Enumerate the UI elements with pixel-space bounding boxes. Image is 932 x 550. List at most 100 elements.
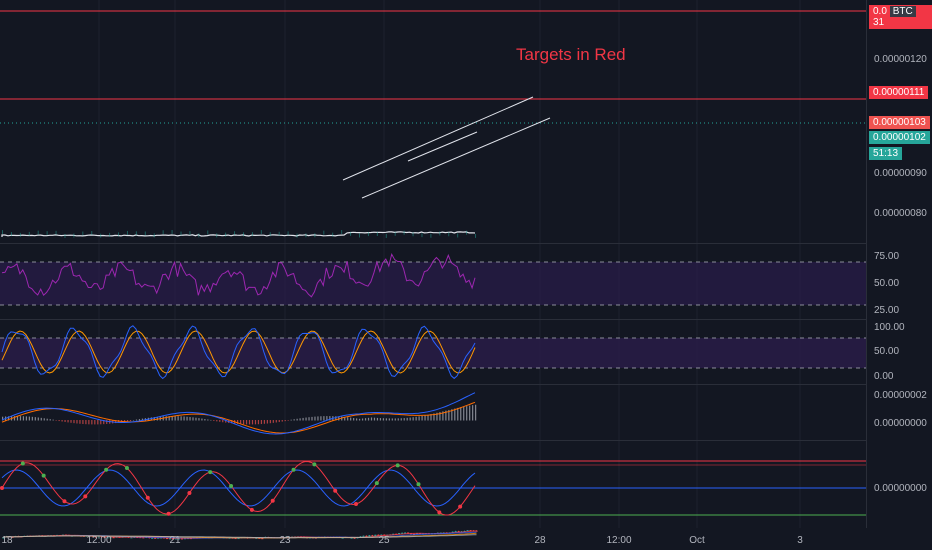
macd-histogram-bar	[370, 417, 373, 421]
macd-histogram-bar	[13, 416, 16, 421]
candle-body	[174, 538, 178, 540]
volume-bar	[73, 233, 75, 238]
macd-histogram-bar	[320, 416, 322, 421]
volume-bar	[180, 231, 182, 236]
volume-bar	[225, 232, 227, 237]
macd-histogram-bar	[129, 420, 132, 421]
macd-histogram-bar	[153, 417, 155, 421]
volume-bar	[64, 233, 66, 238]
price-scale-border	[866, 0, 867, 528]
macd-histogram-bar	[424, 415, 426, 421]
candle-body	[261, 538, 264, 540]
osc-dot	[374, 481, 379, 486]
volume-bar	[341, 230, 343, 235]
osc-dot	[166, 511, 171, 516]
candle-body	[353, 537, 356, 539]
volume-bar	[144, 231, 146, 236]
macd-histogram-bar	[281, 420, 283, 422]
macd-histogram-bar	[335, 416, 337, 421]
macd-histogram-bar	[210, 419, 212, 421]
macd-histogram-bar	[40, 417, 42, 421]
volume-bar	[135, 231, 137, 236]
x-tick: 3	[797, 535, 803, 546]
macd-histogram-bar	[168, 416, 170, 421]
osc-dot	[208, 470, 213, 475]
macd-histogram-bar	[394, 418, 396, 421]
macd-histogram-bar	[46, 418, 48, 421]
channel-lower-line	[361, 117, 551, 199]
macd-histogram-bar	[22, 416, 25, 421]
macd-histogram-bar	[454, 408, 456, 421]
volume-bar	[162, 230, 164, 235]
symbol-badge: BTC	[889, 6, 916, 17]
macd-histogram-bar	[186, 416, 188, 421]
x-tick: 25	[378, 535, 390, 546]
osc-dot	[312, 462, 317, 467]
candle-body	[112, 537, 115, 539]
osc-dot	[333, 488, 338, 493]
macd-histogram-bar	[367, 417, 370, 421]
panel-separator	[0, 243, 866, 244]
osc-dot	[437, 510, 442, 515]
rsi-axis-label: 75.00	[874, 251, 900, 262]
macd-histogram-bar	[415, 416, 417, 421]
macd-histogram-bar	[275, 420, 277, 423]
macd-histogram-bar	[195, 417, 197, 421]
stoch-axis-label: 0.00	[874, 371, 894, 382]
macd-histogram-bar	[463, 406, 465, 421]
volume-bar	[242, 232, 244, 237]
candle-body	[166, 538, 169, 540]
macd-histogram-bar	[135, 419, 138, 421]
macd-histogram-bar	[388, 418, 390, 421]
osc-dot	[0, 486, 4, 490]
target-top-tag: 0.0 BTC 31	[869, 5, 932, 29]
volume-bar	[359, 233, 360, 238]
candle-body	[171, 538, 175, 540]
volume-bar	[189, 231, 191, 236]
macd-histogram-bar	[406, 417, 408, 421]
macd-histogram-bar	[254, 420, 257, 425]
volume-bar	[234, 231, 236, 236]
price-axis-label: 0.00000090	[874, 168, 927, 179]
candle-body	[180, 538, 184, 540]
macd-histogram-bar	[272, 420, 274, 423]
candle-body	[377, 534, 380, 536]
macd-histogram-bar	[225, 420, 227, 423]
macd-histogram-bar	[52, 419, 54, 421]
macd-histogram-bar	[299, 418, 301, 421]
osc-dot	[249, 507, 254, 512]
candle-body	[398, 533, 401, 535]
macd-histogram-bar	[308, 417, 310, 421]
volume-bar	[412, 232, 414, 237]
macd-histogram-bar	[475, 404, 477, 421]
macd-histogram-bar	[359, 418, 361, 421]
macd-histogram-bar	[385, 418, 387, 421]
rsi-band	[0, 262, 866, 305]
volume-bar	[55, 230, 57, 235]
macd-histogram-bar	[213, 420, 215, 421]
candle-body	[255, 537, 258, 539]
stoch-axis-label: 100.00	[874, 322, 905, 333]
symbol-badge-suffix: 31	[873, 17, 885, 28]
macd-histogram-bar	[421, 415, 423, 421]
volume-bar	[475, 233, 477, 238]
macd-histogram-bar	[251, 420, 254, 425]
x-tick: 12:00	[86, 535, 112, 546]
volume-bar	[278, 231, 280, 236]
candle-body	[237, 538, 240, 540]
macd-histogram-bar	[260, 420, 263, 425]
osc-dot	[229, 484, 234, 489]
osc-dot	[187, 490, 192, 495]
macd-histogram-bar	[16, 416, 19, 421]
volume-bar	[403, 230, 405, 235]
macd-histogram-bar	[433, 413, 435, 421]
osc-dot	[104, 467, 109, 472]
macd-histogram-bar	[171, 416, 173, 421]
macd-histogram-bar	[7, 416, 10, 421]
channel-inner-line	[407, 131, 478, 162]
macd-histogram-bar	[430, 414, 432, 421]
macd-histogram-bar	[88, 420, 90, 425]
candle-body	[401, 532, 404, 534]
volume-bar	[287, 231, 289, 236]
candle-body	[109, 537, 112, 539]
